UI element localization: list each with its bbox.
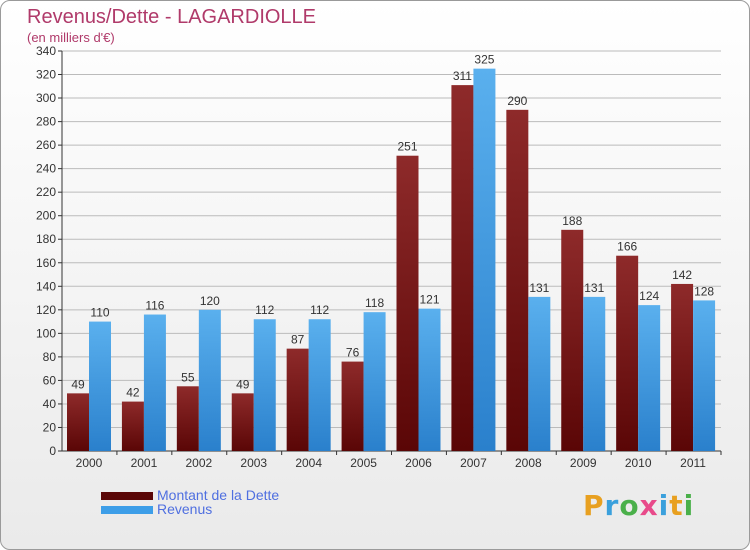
logo-letter: P	[583, 489, 605, 522]
data-label: 131	[529, 281, 549, 295]
data-label: 116	[145, 299, 164, 313]
bar-debt	[67, 393, 89, 451]
data-label: 120	[200, 294, 220, 308]
data-label: 121	[419, 293, 439, 307]
logo-letter: x	[639, 489, 659, 522]
x-tick-label: 2006	[405, 456, 432, 470]
logo-letter: i	[683, 489, 695, 522]
y-tick-label: 260	[36, 138, 56, 152]
x-tick-label: 2000	[76, 456, 103, 470]
y-tick-label: 40	[43, 397, 57, 411]
y-tick-label: 120	[36, 303, 56, 317]
data-label: 49	[236, 377, 250, 391]
chart-subtitle: (en milliers d'€)	[27, 30, 115, 45]
data-label: 87	[291, 333, 305, 347]
bar-debt	[396, 155, 419, 452]
bar-revenus	[89, 321, 111, 451]
x-tick-label: 2011	[680, 456, 706, 470]
y-tick-label: 60	[43, 373, 57, 387]
y-tick-label: 160	[36, 256, 56, 270]
y-tick-label: 200	[36, 209, 56, 223]
x-tick-label: 2009	[570, 456, 597, 470]
data-label: 110	[90, 306, 109, 320]
bar-revenus	[693, 300, 716, 451]
bar-debt	[561, 229, 584, 451]
y-tick-label: 300	[36, 91, 56, 105]
proxiti-logo: Proxiti	[583, 489, 694, 522]
data-label: 142	[672, 268, 692, 282]
y-tick-label: 240	[36, 162, 56, 176]
data-label: 124	[639, 289, 659, 303]
bar-revenus	[308, 319, 331, 451]
y-tick-label: 320	[36, 68, 56, 82]
data-label: 166	[617, 240, 637, 254]
y-tick-label: 20	[43, 420, 57, 434]
chart-title: Revenus/Dette - LAGARDIOLLE	[27, 6, 317, 28]
bar-revenus	[418, 308, 441, 451]
bar-debt	[176, 386, 199, 451]
bar-revenus	[198, 309, 221, 451]
data-label: 118	[365, 296, 384, 310]
legend-label-debt: Montant de la Dette	[157, 487, 280, 503]
y-tick-label: 0	[49, 444, 56, 458]
data-label: 188	[562, 214, 582, 228]
data-label: 55	[181, 370, 195, 384]
data-label: 42	[126, 386, 140, 400]
y-tick-label: 220	[36, 185, 56, 199]
x-tick-label: 2008	[515, 456, 542, 470]
bar-debt	[616, 255, 639, 451]
bar-debt	[231, 393, 254, 451]
data-label: 112	[255, 303, 274, 317]
bar-debt	[671, 283, 694, 451]
x-tick-label: 2001	[131, 456, 158, 470]
y-tick-label: 340	[36, 44, 56, 58]
x-tick-label: 2007	[460, 456, 487, 470]
bar-revenus	[528, 296, 551, 451]
y-tick-label: 80	[43, 350, 57, 364]
data-label: 131	[584, 281, 604, 295]
x-tick-label: 2003	[240, 456, 267, 470]
bar-debt	[286, 348, 309, 451]
legend-swatch-debt	[101, 492, 153, 500]
logo-letter: i	[658, 489, 670, 522]
bar-debt	[121, 401, 144, 451]
bar-revenus	[253, 319, 276, 451]
y-tick-label: 280	[36, 115, 56, 129]
data-label: 49	[71, 377, 85, 391]
y-tick-label: 140	[36, 279, 56, 293]
data-label: 112	[310, 303, 329, 317]
logo-letter: o	[619, 489, 640, 522]
x-tick-label: 2010	[625, 456, 652, 470]
bar-debt	[451, 85, 474, 451]
bar-debt	[341, 361, 364, 451]
y-tick-label: 100	[36, 326, 56, 340]
bar-debt	[506, 109, 529, 451]
legend-swatch-revenus	[101, 506, 153, 514]
data-label: 128	[694, 284, 714, 298]
bar-revenus	[583, 296, 606, 451]
data-label: 290	[507, 94, 527, 108]
data-label: 325	[474, 53, 494, 67]
legend-label-revenus: Revenus	[157, 501, 213, 517]
bar-revenus	[638, 305, 661, 451]
bar-revenus	[473, 68, 496, 451]
bar-revenus	[363, 312, 386, 451]
x-tick-label: 2004	[295, 456, 322, 470]
bar-revenus	[143, 314, 166, 451]
logo-letter: t	[669, 489, 684, 522]
data-label: 251	[397, 140, 417, 154]
x-tick-label: 2005	[350, 456, 377, 470]
y-tick-label: 180	[36, 232, 56, 246]
data-label: 76	[346, 346, 360, 360]
x-tick-label: 2002	[185, 456, 212, 470]
data-label: 311	[453, 69, 472, 83]
logo-letter: r	[604, 489, 620, 522]
